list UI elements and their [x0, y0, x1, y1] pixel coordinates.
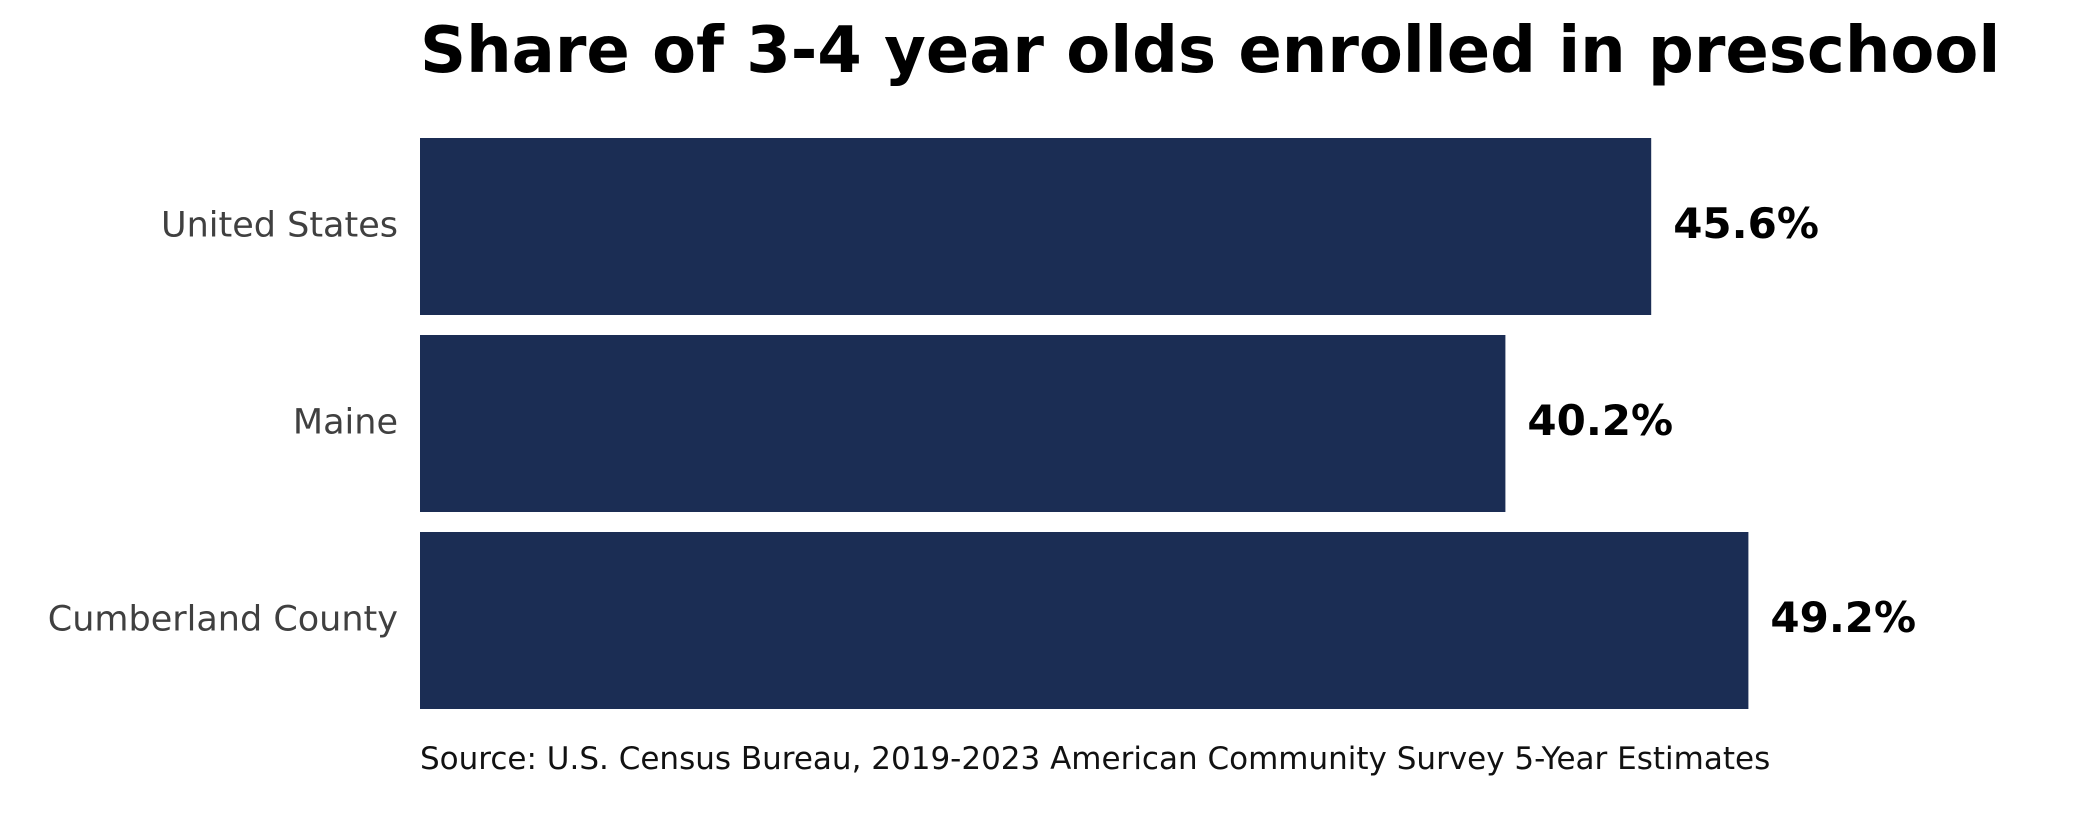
bars-group [420, 138, 1749, 709]
source-note: Source: U.S. Census Bureau, 2019-2023 Am… [420, 741, 1770, 777]
value-label-cumberland-county: 49.2% [1770, 593, 1916, 642]
bar-maine [420, 335, 1506, 512]
category-label-united-states: United States [161, 206, 398, 246]
value-labels: 45.6% 40.2% 49.2% [1527, 199, 1916, 642]
value-label-united-states: 45.6% [1673, 199, 1819, 248]
category-labels: United States Maine Cumberland County [48, 206, 398, 640]
bar-united-states [420, 138, 1652, 315]
chart-title: Share of 3-4 year olds enrolled in presc… [420, 14, 2000, 88]
bar-cumberland-county [420, 532, 1749, 709]
category-label-cumberland-county: Cumberland County [48, 600, 398, 640]
value-label-maine: 40.2% [1527, 396, 1673, 445]
category-label-maine: Maine [293, 403, 398, 443]
